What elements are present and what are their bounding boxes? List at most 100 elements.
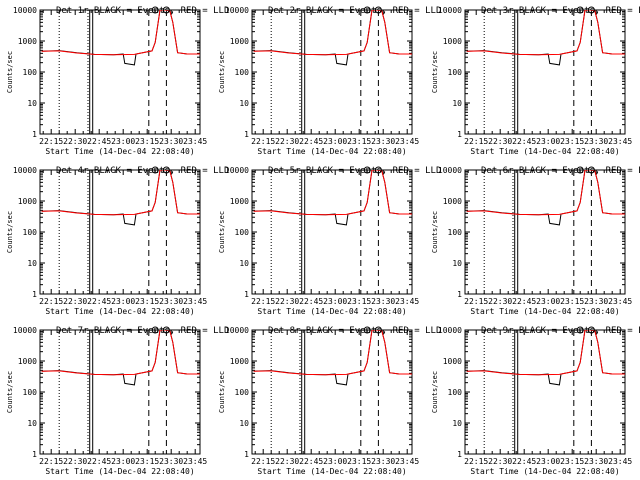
- x-tick-label: 22:45: [299, 457, 323, 466]
- panel-title: Det 2r BLACK = Events, RED = LLD: [268, 6, 441, 16]
- x-tick-label: 23:00: [536, 137, 560, 146]
- x-tick-label: 23:15: [135, 457, 159, 466]
- x-tick-label: 23:30: [584, 137, 608, 146]
- lld-series-line: [466, 330, 625, 376]
- x-axis-label: Start Time (14-Dec-04 22:08:40): [470, 147, 619, 156]
- peak-circle-marker: [151, 326, 159, 334]
- y-tick-label: 1: [244, 450, 249, 459]
- peak-circle-marker: [363, 326, 371, 334]
- lld-series-line: [41, 330, 200, 376]
- y-tick-label: 1: [32, 450, 37, 459]
- y-tick-label: 10000: [225, 6, 249, 15]
- x-tick-label: 23:15: [135, 297, 159, 306]
- y-tick-label: 100: [23, 388, 38, 397]
- events-series-line: [253, 10, 412, 66]
- x-axis-label: Start Time (14-Dec-04 22:08:40): [45, 147, 194, 156]
- detector-panel: Det 5r BLACK = Events, RED = LLD 1 10 100 10…: [218, 166, 441, 316]
- x-tick-label: 22:15: [39, 297, 63, 306]
- y-tick-label: 10: [452, 419, 462, 428]
- peak-circle-marker: [576, 6, 584, 14]
- x-tick-label: 23:30: [584, 457, 608, 466]
- plot-frame: [464, 329, 626, 455]
- x-tick-label: 23:00: [323, 457, 347, 466]
- x-tick-label: 22:15: [464, 137, 488, 146]
- y-tick-label: 1000: [443, 357, 462, 366]
- detector-panel: Det 6r BLACK = Events, RED = LLD 1 10 100 10…: [431, 166, 640, 316]
- peak-circle-marker: [162, 166, 170, 174]
- peak-circle-marker: [587, 326, 595, 334]
- y-tick-label: 10000: [13, 326, 37, 335]
- y-axis-label: Counts/sec: [218, 211, 226, 253]
- y-tick-label: 1: [32, 130, 37, 139]
- y-tick-label: 10000: [225, 326, 249, 335]
- x-tick-label: 22:45: [87, 137, 111, 146]
- peak-circle-marker: [374, 6, 382, 14]
- x-tick-label: 23:45: [395, 457, 419, 466]
- peak-circle-marker: [162, 326, 170, 334]
- x-tick-label: 22:30: [275, 297, 299, 306]
- panel-title: Det 8r BLACK = Events, RED = LLD: [268, 326, 441, 336]
- x-tick-label: 23:15: [347, 297, 371, 306]
- x-axis-label: Start Time (14-Dec-04 22:08:40): [45, 307, 194, 316]
- x-tick-label: 23:45: [395, 297, 419, 306]
- y-tick-label: 10000: [13, 166, 37, 175]
- y-tick-label: 10: [27, 419, 37, 428]
- y-tick-label: 1000: [443, 37, 462, 46]
- panel-title: Det 3r BLACK = Events, RED = LLD: [481, 6, 640, 16]
- x-tick-label: 22:45: [512, 297, 536, 306]
- x-tick-label: 23:45: [608, 457, 632, 466]
- y-tick-label: 1: [244, 290, 249, 299]
- x-tick-label: 23:00: [323, 137, 347, 146]
- x-tick-label: 23:45: [395, 137, 419, 146]
- y-tick-label: 1: [32, 290, 37, 299]
- y-tick-label: 100: [235, 388, 250, 397]
- panel-title: Det 9r BLACK = Events, RED = LLD: [481, 326, 640, 336]
- x-tick-label: 23:30: [371, 457, 395, 466]
- plot-frame: [39, 9, 201, 135]
- detector-panel: Det 9r BLACK = Events, RED = LLD 1 10 100 10…: [431, 326, 640, 476]
- x-tick-label: 23:30: [371, 297, 395, 306]
- plot-frame: [251, 329, 413, 455]
- events-series-line: [41, 10, 200, 66]
- x-tick-label: 22:45: [87, 457, 111, 466]
- y-axis-label: Counts/sec: [218, 371, 226, 413]
- lld-series-line: [253, 330, 412, 376]
- detector-panel: Det 1r BLACK = Events, RED = LLD 1 10 100 10…: [6, 6, 229, 156]
- x-tick-label: 22:15: [464, 457, 488, 466]
- events-series-line: [466, 10, 625, 66]
- panel-title: Det 4r BLACK = Events, RED = LLD: [56, 166, 229, 176]
- y-tick-label: 1000: [443, 197, 462, 206]
- x-axis-label: Start Time (14-Dec-04 22:08:40): [257, 147, 406, 156]
- x-axis-label: Start Time (14-Dec-04 22:08:40): [257, 307, 406, 316]
- lld-series-line: [41, 10, 200, 56]
- x-tick-label: 23:30: [159, 457, 183, 466]
- panel-title: Det 6r BLACK = Events, RED = LLD: [481, 166, 640, 176]
- x-tick-label: 22:30: [63, 297, 87, 306]
- x-tick-label: 22:30: [488, 457, 512, 466]
- plot-frame: [39, 169, 201, 295]
- x-axis-label: Start Time (14-Dec-04 22:08:40): [257, 467, 406, 476]
- events-series-line: [466, 330, 625, 386]
- x-tick-label: 23:30: [159, 137, 183, 146]
- x-tick-label: 22:45: [299, 297, 323, 306]
- x-tick-label: 23:00: [536, 297, 560, 306]
- x-tick-label: 22:30: [488, 297, 512, 306]
- x-tick-label: 22:45: [512, 137, 536, 146]
- y-tick-label: 10000: [438, 6, 462, 15]
- plot-frame: [39, 329, 201, 455]
- y-tick-label: 10: [239, 99, 249, 108]
- x-tick-label: 22:15: [39, 137, 63, 146]
- y-tick-label: 1000: [230, 197, 249, 206]
- y-axis-label: Counts/sec: [6, 51, 14, 93]
- y-tick-label: 10000: [13, 6, 37, 15]
- plot-frame: [464, 169, 626, 295]
- x-tick-label: 23:00: [111, 137, 135, 146]
- x-tick-label: 22:45: [87, 297, 111, 306]
- y-axis-label: Counts/sec: [431, 211, 439, 253]
- x-tick-label: 23:15: [347, 457, 371, 466]
- y-tick-label: 1000: [18, 197, 37, 206]
- y-tick-label: 1000: [230, 357, 249, 366]
- peak-circle-marker: [363, 166, 371, 174]
- y-tick-label: 10000: [438, 166, 462, 175]
